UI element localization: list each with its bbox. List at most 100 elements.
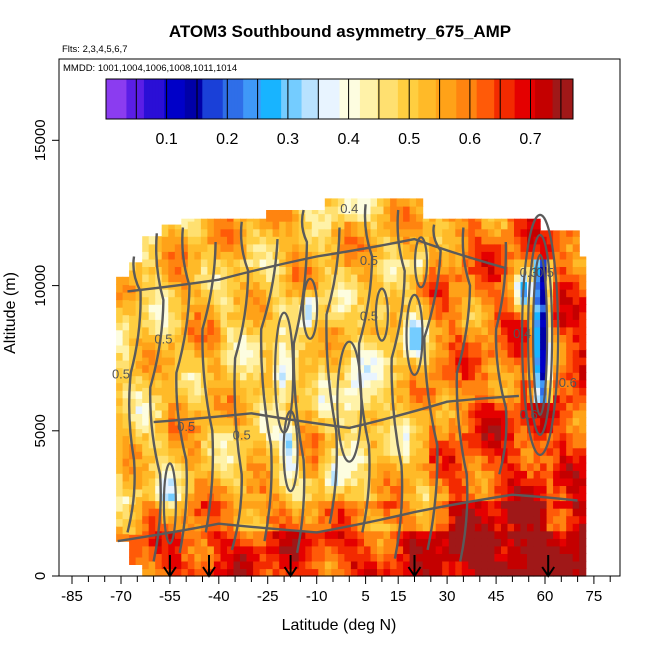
heatmap-cell	[409, 311, 417, 320]
heatmap-cell	[207, 341, 215, 351]
heatmap-cell	[501, 470, 509, 479]
heatmap-cell	[116, 435, 124, 444]
heatmap-cell	[416, 273, 424, 283]
heatmap-cell	[455, 296, 463, 305]
heatmap-cell	[533, 372, 541, 381]
heatmap-cell	[311, 221, 319, 230]
heatmap-cell	[461, 228, 469, 237]
heatmap-cell	[253, 326, 261, 335]
heatmap-cell	[527, 334, 535, 343]
heatmap-cell	[168, 553, 176, 562]
heatmap-cell	[383, 402, 391, 411]
heatmap-cell	[272, 508, 280, 517]
heatmap-cell	[383, 349, 391, 358]
heatmap-cell	[364, 198, 372, 207]
heatmap-cell	[220, 266, 228, 275]
heatmap-cell	[501, 236, 509, 245]
heatmap-cell	[422, 349, 430, 358]
heatmap-cell	[448, 455, 456, 464]
heatmap-cell	[181, 296, 189, 305]
heatmap-cell	[468, 273, 476, 283]
heatmap-cell	[403, 364, 411, 373]
heatmap-cell	[357, 357, 365, 366]
heatmap-cell	[266, 266, 274, 275]
heatmap-cell	[377, 349, 385, 358]
colorbar-segment	[202, 79, 206, 119]
heatmap-cell	[233, 379, 241, 388]
heatmap-cell	[357, 455, 365, 464]
heatmap-cell	[357, 568, 365, 577]
heatmap-cell	[461, 357, 469, 366]
heatmap-cell	[181, 470, 189, 479]
heatmap-cell	[220, 508, 228, 517]
heatmap-cell	[181, 477, 189, 486]
heatmap-cell	[194, 492, 202, 502]
heatmap-cell	[461, 568, 469, 577]
heatmap-cell	[253, 357, 261, 366]
heatmap-cell	[220, 372, 228, 381]
heatmap-cell	[377, 258, 385, 267]
heatmap-cell	[429, 545, 437, 554]
heatmap-cell	[279, 425, 287, 434]
heatmap-cell	[540, 545, 548, 554]
heatmap-cell	[442, 289, 450, 298]
heatmap-cell	[507, 236, 515, 245]
heatmap-cell	[409, 409, 417, 419]
heatmap-cell	[233, 455, 241, 464]
colorbar-segment	[193, 79, 197, 119]
heatmap-cell	[246, 545, 254, 554]
colorbar-segment	[432, 79, 437, 119]
heatmap-cell	[116, 495, 124, 504]
heatmap-cell	[259, 425, 267, 434]
heatmap-cell	[253, 364, 261, 373]
heatmap-cell	[468, 417, 476, 426]
heatmap-cell	[566, 560, 574, 570]
heatmap-cell	[344, 455, 352, 464]
colorbar-segment	[330, 79, 335, 119]
heatmap-cell	[174, 224, 182, 230]
heatmap-cell	[279, 432, 287, 441]
heatmap-cell	[501, 500, 509, 509]
heatmap-cell	[377, 296, 385, 305]
colorbar-segment	[400, 79, 405, 119]
heatmap-cell	[174, 515, 182, 524]
heatmap-cell	[142, 462, 150, 471]
heatmap-cell	[390, 236, 398, 245]
heatmap-cell	[259, 341, 267, 351]
heatmap-cell	[350, 394, 358, 403]
heatmap-cell	[403, 417, 411, 426]
heatmap-cell	[246, 319, 254, 328]
heatmap-cell	[501, 417, 509, 426]
heatmap-cell	[507, 341, 515, 351]
heatmap-cell	[566, 258, 574, 267]
heatmap-cell	[494, 243, 502, 252]
heatmap-cell	[514, 236, 522, 245]
heatmap-cell	[501, 462, 509, 471]
heatmap-cell	[318, 273, 326, 283]
heatmap-cell	[246, 379, 254, 388]
heatmap-cell	[220, 530, 228, 539]
heatmap-cell	[435, 417, 443, 426]
heatmap-cell	[344, 334, 352, 343]
heatmap-cell	[135, 443, 143, 452]
heatmap-cell	[187, 319, 195, 328]
heatmap-cell	[540, 432, 548, 441]
heatmap-cell	[527, 553, 535, 562]
heatmap-cell	[579, 266, 587, 275]
heatmap-cell	[364, 281, 372, 290]
heatmap-cell	[142, 251, 150, 260]
heatmap-cell	[331, 334, 339, 343]
colorbar-segment	[447, 79, 451, 119]
heatmap-cell	[181, 485, 189, 494]
heatmap-cell	[207, 251, 215, 260]
heatmap-cell	[331, 560, 339, 570]
heatmap-cell	[468, 553, 476, 562]
heatmap-cell	[161, 560, 169, 570]
heatmap-cell	[579, 538, 587, 547]
heatmap-cell	[344, 236, 352, 245]
heatmap-cell	[266, 258, 274, 267]
heatmap-cell	[233, 341, 241, 351]
heatmap-cell	[546, 500, 554, 509]
heatmap-cell	[461, 409, 469, 419]
heatmap-cell	[546, 470, 554, 479]
